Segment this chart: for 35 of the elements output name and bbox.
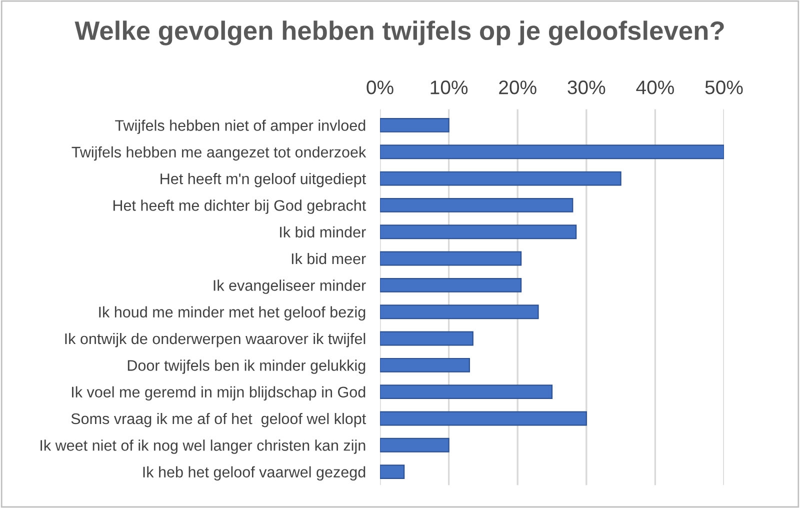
y-tick-label: Twijfels hebben me aangezet tot onderzoek: [72, 146, 366, 161]
bar: [380, 384, 553, 400]
bar: [380, 144, 724, 160]
y-tick-label: Twijfels hebben niet of amper invloed: [115, 120, 366, 134]
y-tick-label: Ik evangeliseer minder: [214, 280, 366, 294]
bar: [380, 411, 587, 426]
y-tick-label: Ik bid meer: [292, 252, 366, 264]
y-tick-label: Ik bid minder: [280, 226, 366, 238]
y-tick-label: Ik houd me minder met het geloof bezig: [99, 306, 366, 321]
y-tick-label: Het heeft me dichter bij God gebracht: [113, 200, 366, 214]
bar: [380, 358, 470, 372]
bar: [380, 438, 450, 452]
bar: [380, 171, 622, 186]
y-tick-label: Ik heb het geloof vaarwel gezegd: [143, 466, 366, 481]
bar: [380, 224, 577, 240]
y-tick-label: Ik ontwijk de onderwerpen waarover ik twijfel: [65, 332, 366, 348]
x-tick-label: 30%: [568, 80, 606, 94]
y-tick-label: Soms vraag ik me af of het geloof wel klopt: [71, 412, 366, 428]
bar: [380, 251, 522, 266]
chart-title: Welke gevolgen hebben twijfels op je geloofsleven?: [74, 20, 724, 46]
x-tick-label: 0%: [366, 80, 394, 94]
y-tick-label: Door twijfels ben ik minder gelukkig: [128, 360, 366, 374]
bar: [380, 278, 522, 292]
x-tick-label: 50%: [705, 80, 743, 94]
bar: [380, 304, 539, 320]
bar: [380, 198, 574, 212]
y-tick-label: Ik weet niet of ik nog wel langer christen kan zijn: [40, 440, 366, 454]
bar: [380, 331, 474, 346]
y-tick-label: Ik voel me geremd in mijn blijdschap in God: [72, 386, 366, 401]
y-tick-label: Het heeft m'n geloof uitgediept: [160, 173, 366, 188]
bar: [380, 118, 450, 132]
x-tick-label: 40%: [636, 80, 674, 94]
bar: [380, 464, 405, 480]
x-tick-label: 20%: [499, 80, 536, 94]
x-tick-label: 10%: [430, 80, 468, 94]
